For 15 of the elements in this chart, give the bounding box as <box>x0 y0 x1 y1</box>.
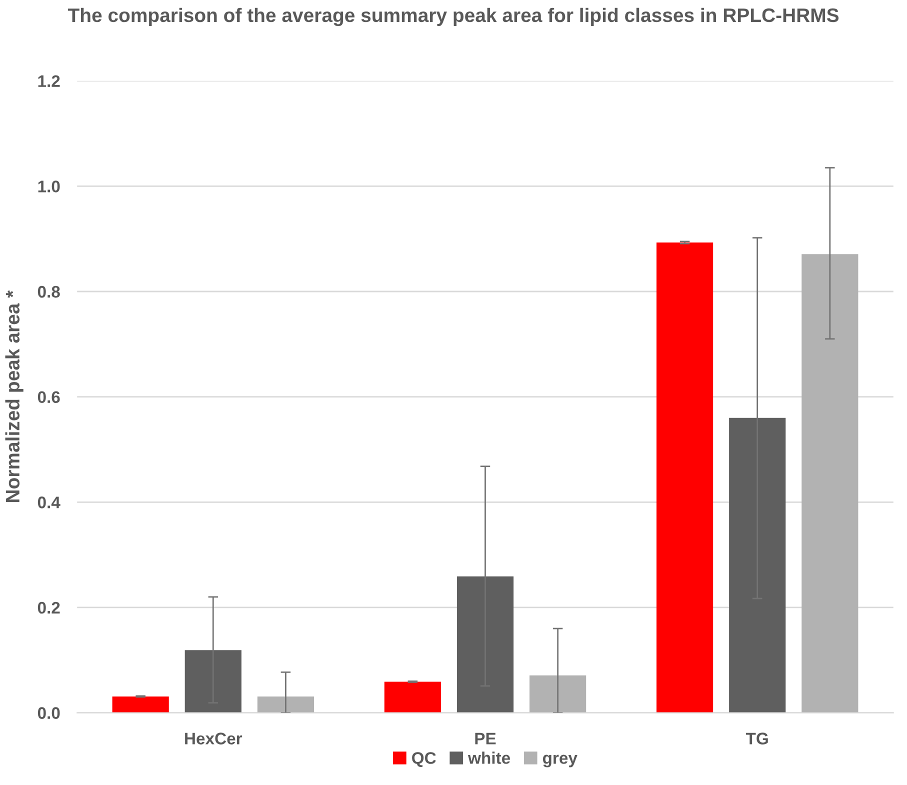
x-tick-label: HexCer <box>185 732 242 744</box>
y-tick-label: 0.2 <box>38 602 60 614</box>
chart-title: The comparison of the average summary peak area for lipid classes in RPLC-HRMS <box>68 8 839 26</box>
y-tick-label: 0.4 <box>38 496 60 508</box>
y-tick-label: 0.8 <box>38 286 60 298</box>
legend-label: QC <box>412 752 436 768</box>
y-tick-label: 1.0 <box>38 180 60 192</box>
x-tick-label: TG <box>746 732 768 744</box>
x-tick-label: PE <box>475 732 496 744</box>
y-axis-title: Normalized peak area * <box>5 290 24 502</box>
y-tick-label: 0.0 <box>38 707 60 719</box>
y-tick-label: 1.2 <box>38 75 60 87</box>
y-tick-label: 0.6 <box>38 391 60 404</box>
legend-label: grey <box>542 754 578 768</box>
legend-label: white <box>468 752 510 764</box>
